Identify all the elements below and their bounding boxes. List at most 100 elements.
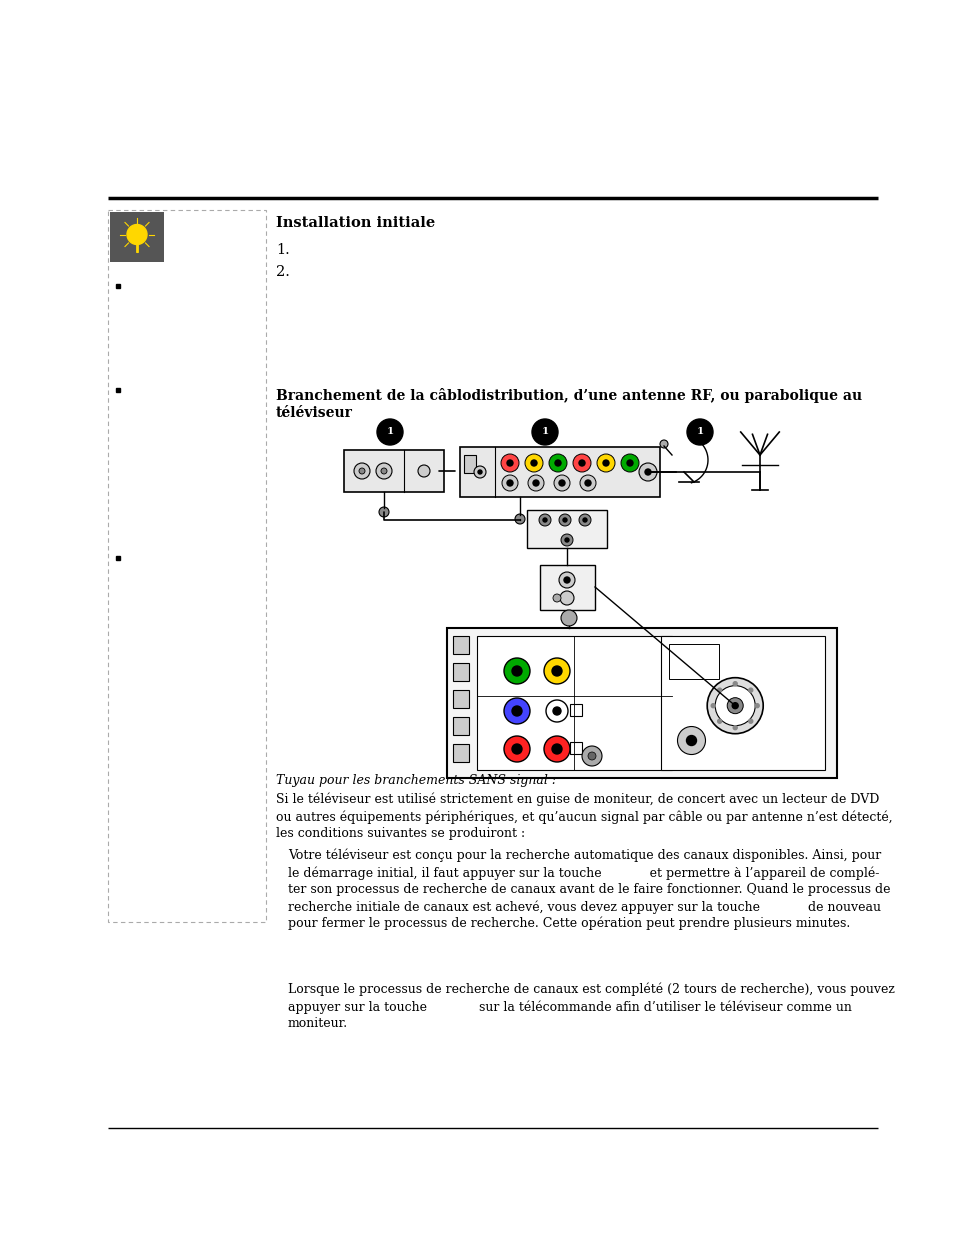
Circle shape [581, 746, 601, 766]
Bar [660, 636, 824, 769]
Circle shape [538, 514, 551, 526]
Circle shape [515, 514, 524, 524]
Bar [459, 447, 659, 496]
Bar [344, 450, 443, 492]
Bar [453, 718, 469, 735]
Circle shape [732, 703, 738, 709]
Circle shape [503, 736, 530, 762]
Circle shape [417, 466, 430, 477]
Circle shape [501, 475, 517, 492]
Circle shape [579, 475, 596, 492]
Circle shape [659, 440, 667, 448]
Text: ter son processus de recherche de canaux avant de le faire fonctionner. Quand le: ter son processus de recherche de canaux… [288, 883, 889, 897]
Circle shape [677, 726, 705, 755]
Text: appuyer sur la touche             sur la télécommande afin d’utiliser le télévis: appuyer sur la touche sur la télécommand… [288, 1000, 851, 1014]
Circle shape [620, 454, 639, 472]
Bar [539, 564, 595, 610]
Circle shape [733, 682, 737, 685]
Text: Branchement de la câblodistribution, d’une antenne RF, ou parabolique au: Branchement de la câblodistribution, d’u… [275, 388, 862, 403]
Circle shape [500, 454, 518, 472]
Bar [669, 643, 719, 679]
Circle shape [545, 700, 567, 722]
Circle shape [376, 419, 402, 445]
Circle shape [559, 592, 574, 605]
Text: le démarrage initial, il faut appuyer sur la touche            et permettre à l’: le démarrage initial, il faut appuyer su… [288, 866, 879, 879]
Text: 1: 1 [540, 427, 548, 436]
Circle shape [717, 688, 720, 692]
Circle shape [358, 468, 365, 474]
Text: 1: 1 [386, 427, 394, 436]
Text: ou autres équipements périphériques, et qu’aucun signal par câble ou par antenne: ou autres équipements périphériques, et … [275, 810, 892, 824]
Bar [108, 210, 266, 923]
Circle shape [527, 475, 543, 492]
Circle shape [706, 678, 762, 734]
Circle shape [578, 514, 590, 526]
Circle shape [548, 454, 566, 472]
Circle shape [711, 704, 715, 708]
Circle shape [582, 517, 586, 522]
Circle shape [477, 471, 481, 474]
Circle shape [512, 666, 521, 676]
Text: Tuyau pour les branchements SANS signal :: Tuyau pour les branchements SANS signal … [275, 774, 556, 787]
Circle shape [560, 534, 573, 546]
Bar [526, 510, 606, 548]
Circle shape [597, 454, 615, 472]
Circle shape [503, 658, 530, 684]
Circle shape [558, 480, 564, 487]
Circle shape [558, 572, 575, 588]
Circle shape [378, 508, 389, 517]
Text: pour fermer le processus de recherche. Cette opération peut prendre plusieurs mi: pour fermer le processus de recherche. C… [288, 918, 849, 930]
Circle shape [584, 480, 590, 487]
Circle shape [733, 726, 737, 730]
Circle shape [552, 666, 561, 676]
Circle shape [755, 704, 759, 708]
Bar [447, 629, 836, 778]
Bar [453, 636, 469, 655]
Circle shape [375, 463, 392, 479]
Circle shape [578, 459, 584, 466]
Circle shape [553, 706, 560, 715]
Circle shape [748, 688, 752, 692]
Circle shape [558, 514, 571, 526]
Text: 1.: 1. [275, 243, 290, 257]
Text: Si le téléviseur est utilisé strictement en guise de moniteur, de concert avec u: Si le téléviseur est utilisé strictement… [275, 793, 879, 806]
Circle shape [543, 736, 569, 762]
Text: recherche initiale de canaux est achevé, vous devez appuyer sur la touche       : recherche initiale de canaux est achevé,… [288, 900, 880, 914]
Text: moniteur.: moniteur. [288, 1016, 348, 1030]
Circle shape [524, 454, 542, 472]
Bar [110, 212, 164, 262]
Circle shape [560, 610, 577, 626]
Circle shape [354, 463, 370, 479]
Circle shape [512, 706, 521, 716]
Circle shape [506, 459, 513, 466]
Circle shape [748, 719, 752, 724]
Circle shape [552, 743, 561, 755]
Circle shape [503, 698, 530, 724]
Circle shape [562, 517, 566, 522]
Circle shape [554, 475, 569, 492]
Text: téléviseur: téléviseur [275, 406, 353, 420]
Bar [569, 742, 581, 755]
Bar [476, 636, 671, 769]
Bar [453, 743, 469, 762]
Text: les conditions suivantes se produiront :: les conditions suivantes se produiront : [275, 827, 524, 840]
Circle shape [602, 459, 608, 466]
Bar [453, 663, 469, 680]
Circle shape [474, 466, 485, 478]
Circle shape [555, 459, 560, 466]
Circle shape [380, 468, 387, 474]
Circle shape [542, 517, 546, 522]
Circle shape [533, 480, 538, 487]
Circle shape [553, 594, 560, 601]
Circle shape [532, 419, 558, 445]
Circle shape [512, 743, 521, 755]
Bar [569, 704, 581, 716]
Circle shape [563, 577, 569, 583]
Text: Votre téléviseur est conçu pour la recherche automatique des canaux disponibles.: Votre téléviseur est conçu pour la reche… [288, 848, 881, 862]
Circle shape [715, 685, 755, 726]
Circle shape [531, 459, 537, 466]
Circle shape [543, 658, 569, 684]
Circle shape [686, 419, 712, 445]
Text: Lorsque le processus de recherche de canaux est complété (2 tours de recherche),: Lorsque le processus de recherche de can… [288, 983, 894, 997]
Text: 1: 1 [696, 427, 703, 436]
